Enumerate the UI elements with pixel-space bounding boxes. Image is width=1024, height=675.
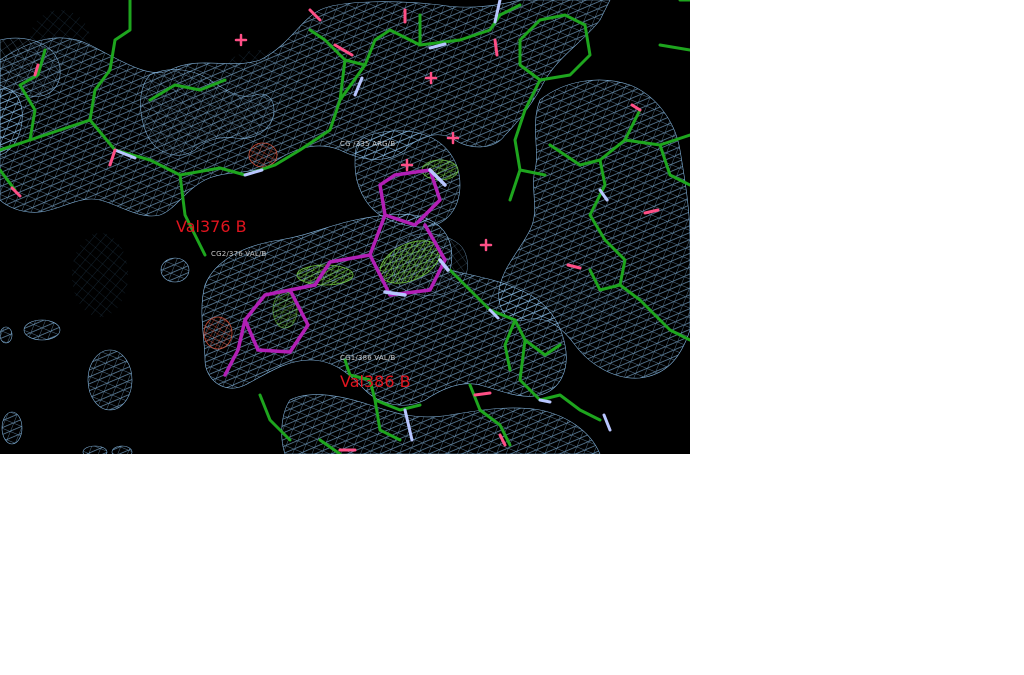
nitrogen-bonds [113, 0, 612, 442]
difference-map-negative [203, 142, 278, 350]
residue-label-val376: Val376 B [176, 217, 247, 236]
density-map-render [0, 0, 690, 454]
oxygen-bonds [10, 8, 660, 452]
protein-model [0, 0, 690, 454]
atom-label-val386: CG1/386 VAL/B [340, 354, 396, 362]
water-markers [234, 33, 493, 252]
atom-label-val376: CG2/376 VAL/B [211, 250, 267, 258]
ligand-nitrogens [383, 168, 450, 297]
electron-density-viewer[interactable]: Val376 B Val386 B CG /335 ARG/B CG2/376 … [0, 0, 690, 454]
residue-label-val386: Val386 B [340, 372, 411, 391]
atom-label-arg335: CG /335 ARG/B [340, 140, 396, 148]
difference-map-positive [272, 159, 459, 329]
